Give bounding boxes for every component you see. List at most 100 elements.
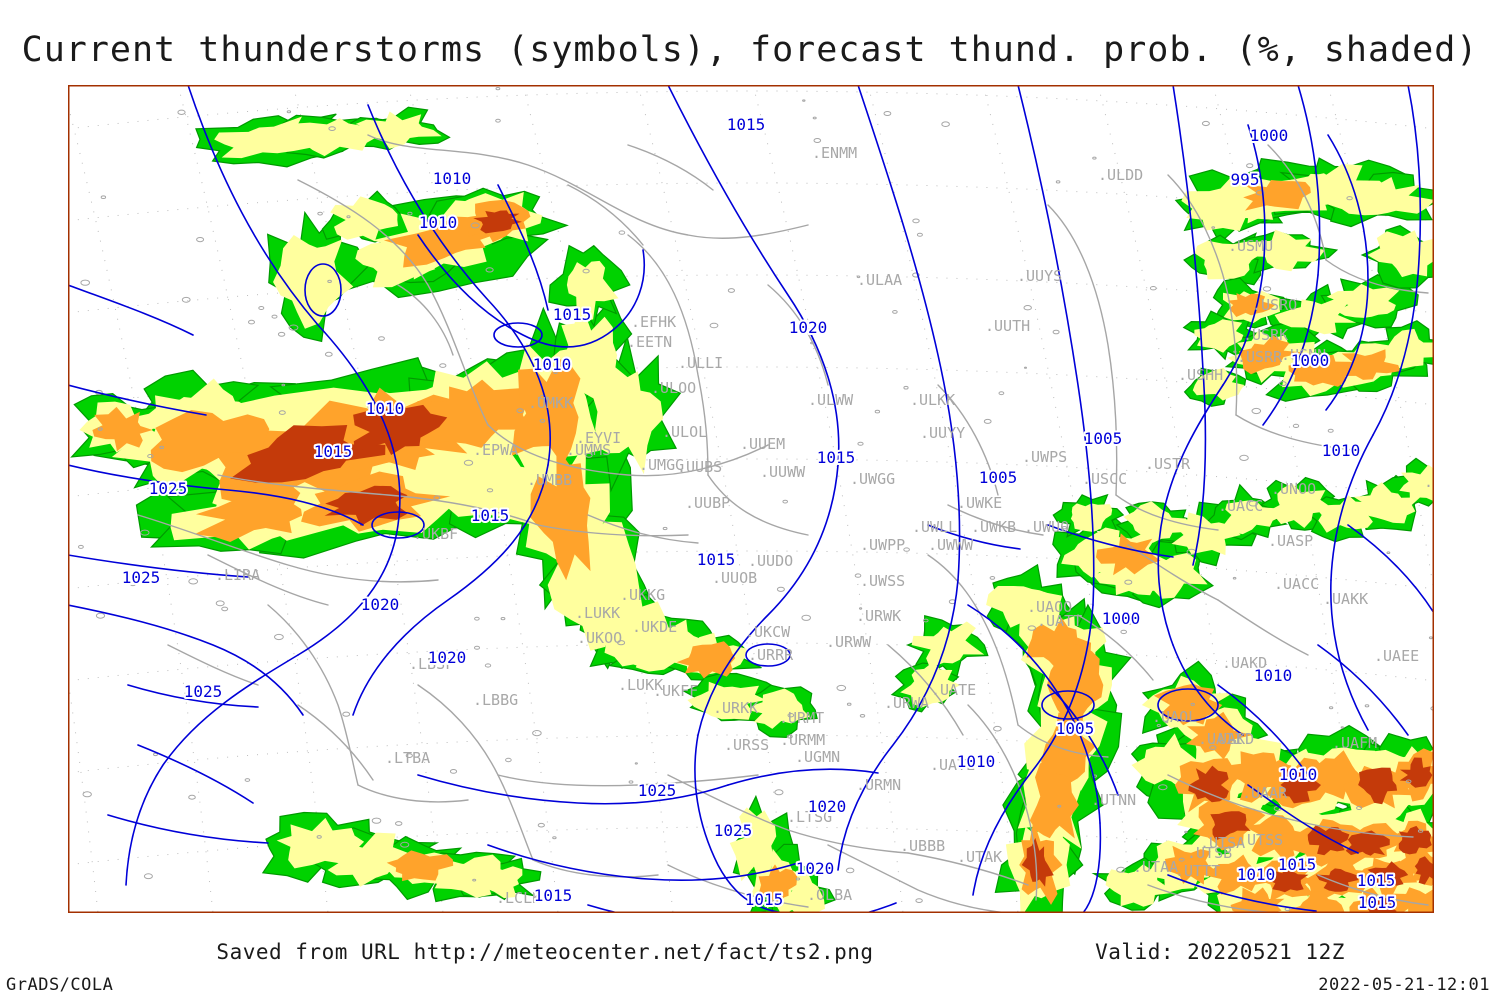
isobar-layer: [68, 85, 1434, 913]
station-label: .UKOO: [577, 629, 622, 647]
station-label: .UATT: [1037, 612, 1082, 630]
station-label: .UUBS: [677, 458, 722, 476]
isobar-label-layer: 1015 1015 1010 1010 1010 1010 1015 1015 1020 1020…: [120, 113, 1399, 913]
station-label-layer: .ENMM .ULDD .USMU .ULAA .UUYS .USRO .EFHK .UUTH…: [215, 144, 1434, 907]
isobar-label: 1025: [638, 781, 677, 800]
station-label: .LCLK: [496, 889, 541, 907]
station-label: .UKBF: [413, 525, 458, 543]
station-label: .UMGG: [639, 456, 684, 474]
station-label: .USCC: [1082, 470, 1127, 488]
isobar-label-halo: 1010: [366, 399, 405, 418]
station-label: .USNN: [1281, 346, 1326, 364]
station-label: .UAOL: [1152, 708, 1197, 726]
station-label: .UACC: [1274, 575, 1319, 593]
isobar-label-halo: 1015: [817, 448, 856, 467]
isobar-label: 1010: [1279, 765, 1318, 784]
station-label: .ULKK: [910, 391, 955, 409]
isobar-label-halo: 1015: [553, 305, 592, 324]
isobar-label-halo: 1025: [122, 568, 161, 587]
station-label: .UMKK: [528, 394, 573, 412]
isobar-label-halo: 1025: [638, 781, 677, 800]
station-label: .LUKK: [618, 676, 663, 694]
station-label: .UAFM: [1332, 734, 1377, 752]
isobar-label-halo: 1000: [1250, 126, 1289, 145]
station-label: .LBBG: [473, 691, 518, 709]
station-label: .UKKG: [620, 586, 665, 604]
isobar-label: 1010: [433, 169, 472, 188]
station-label: .UUYS: [1017, 267, 1062, 285]
coastline-layer: [78, 87, 1434, 913]
isobar-label-halo: 1010: [1254, 666, 1293, 685]
isobar-label: 1000: [1102, 609, 1141, 628]
weather-map-canvas[interactable]: .ENMM .ULDD .USMU .ULAA .UUYS .USRO .EFHK .UUTH…: [68, 85, 1434, 913]
station-label: .EPWA: [473, 441, 518, 459]
station-label: .ULLI: [678, 354, 723, 372]
station-label: .UAEE: [1374, 647, 1419, 665]
station-label: .UAKD: [1222, 654, 1267, 672]
isobar-label-halo: 1010: [419, 213, 458, 232]
station-label: .LBSF: [409, 655, 454, 673]
isobar-label: 1015: [817, 448, 856, 467]
generation-timestamp: 2022-05-21-12:01: [1318, 975, 1490, 995]
station-label: .URWW: [826, 633, 872, 651]
station-label: .UTTT: [1175, 862, 1220, 880]
isobar-label: 1010: [1237, 865, 1276, 884]
station-label: .UUOB: [712, 569, 757, 587]
station-label: .UWPS: [1022, 448, 1067, 466]
isobar-label-halo: 1025: [184, 682, 223, 701]
isobar-label-halo: 1010: [433, 169, 472, 188]
station-label: .LTSG: [787, 808, 832, 826]
station-label: .UTNN: [1091, 791, 1136, 809]
isobar-label: 1015: [1358, 893, 1397, 912]
isobar-label-halo: 1020: [428, 648, 467, 667]
valid-time-text: Valid: 20220521 12Z: [1095, 940, 1345, 964]
station-label: .UATE: [931, 681, 976, 699]
isobar-label: 1020: [428, 648, 467, 667]
map-panel[interactable]: .ENMM .ULDD .USMU .ULAA .UUYS .USRO .EFHK .UUTH…: [68, 85, 1434, 913]
isobar-label-halo: 1015: [1357, 871, 1396, 890]
station-label: .UUBP: [685, 494, 730, 512]
isobar-label: 1010: [957, 752, 996, 771]
station-label: .UATE: [930, 756, 975, 774]
station-label: .UWKB: [971, 518, 1016, 536]
isobar-label-halo: 1005: [979, 468, 1018, 487]
isobar-label-halo: 1025: [149, 479, 188, 498]
isobar-label: 1015: [727, 115, 766, 134]
station-label: .ULWW: [808, 391, 854, 409]
station-label: .URMM: [780, 731, 825, 749]
station-label: .UUWW: [760, 463, 806, 481]
station-label: .LUKK: [575, 604, 620, 622]
station-label: .UWPP: [860, 536, 905, 554]
isobar-label: 1015: [534, 886, 573, 905]
station-label: .USRR: [1237, 348, 1283, 366]
station-label: .EFHK: [631, 313, 676, 331]
station-label: .UWGG: [850, 470, 895, 488]
station-label: .ULOL: [662, 423, 707, 441]
station-label: .URKK: [713, 699, 758, 717]
isobar-label: 1025: [149, 479, 188, 498]
station-label: .UAII: [1198, 730, 1243, 748]
isobar-label: 1010: [419, 213, 458, 232]
isobar-label-halo: 1010: [1279, 765, 1318, 784]
isobar-label-halo: 1025: [714, 821, 753, 840]
isobar-label-halo: 1020: [796, 859, 835, 878]
isobar-label-halo: 1010: [1322, 441, 1361, 460]
station-label: .ULDD: [1098, 166, 1143, 184]
station-label: .EYVI: [576, 429, 621, 447]
station-label: .UACC: [1218, 497, 1263, 515]
station-label: .UAKK: [1323, 590, 1368, 608]
isobar-label: 1015: [745, 890, 784, 909]
station-label: .URMN: [856, 776, 901, 794]
isobar-label: 1025: [184, 682, 223, 701]
station-label: .UKDE: [632, 618, 677, 636]
station-label: .UTSS: [1238, 831, 1283, 849]
isobar-label: 1020: [796, 859, 835, 878]
station-label: .LIRA: [215, 566, 260, 584]
station-label: .UWWW: [928, 536, 974, 554]
station-label: .URMT: [779, 709, 824, 727]
isobar-label-halo: 1015: [1358, 893, 1397, 912]
station-label: .UMBB: [527, 471, 572, 489]
isobar-label: 1005: [1056, 719, 1095, 738]
isobar-label-halo: 1020: [789, 318, 828, 337]
station-label: .OLBA: [807, 886, 852, 904]
